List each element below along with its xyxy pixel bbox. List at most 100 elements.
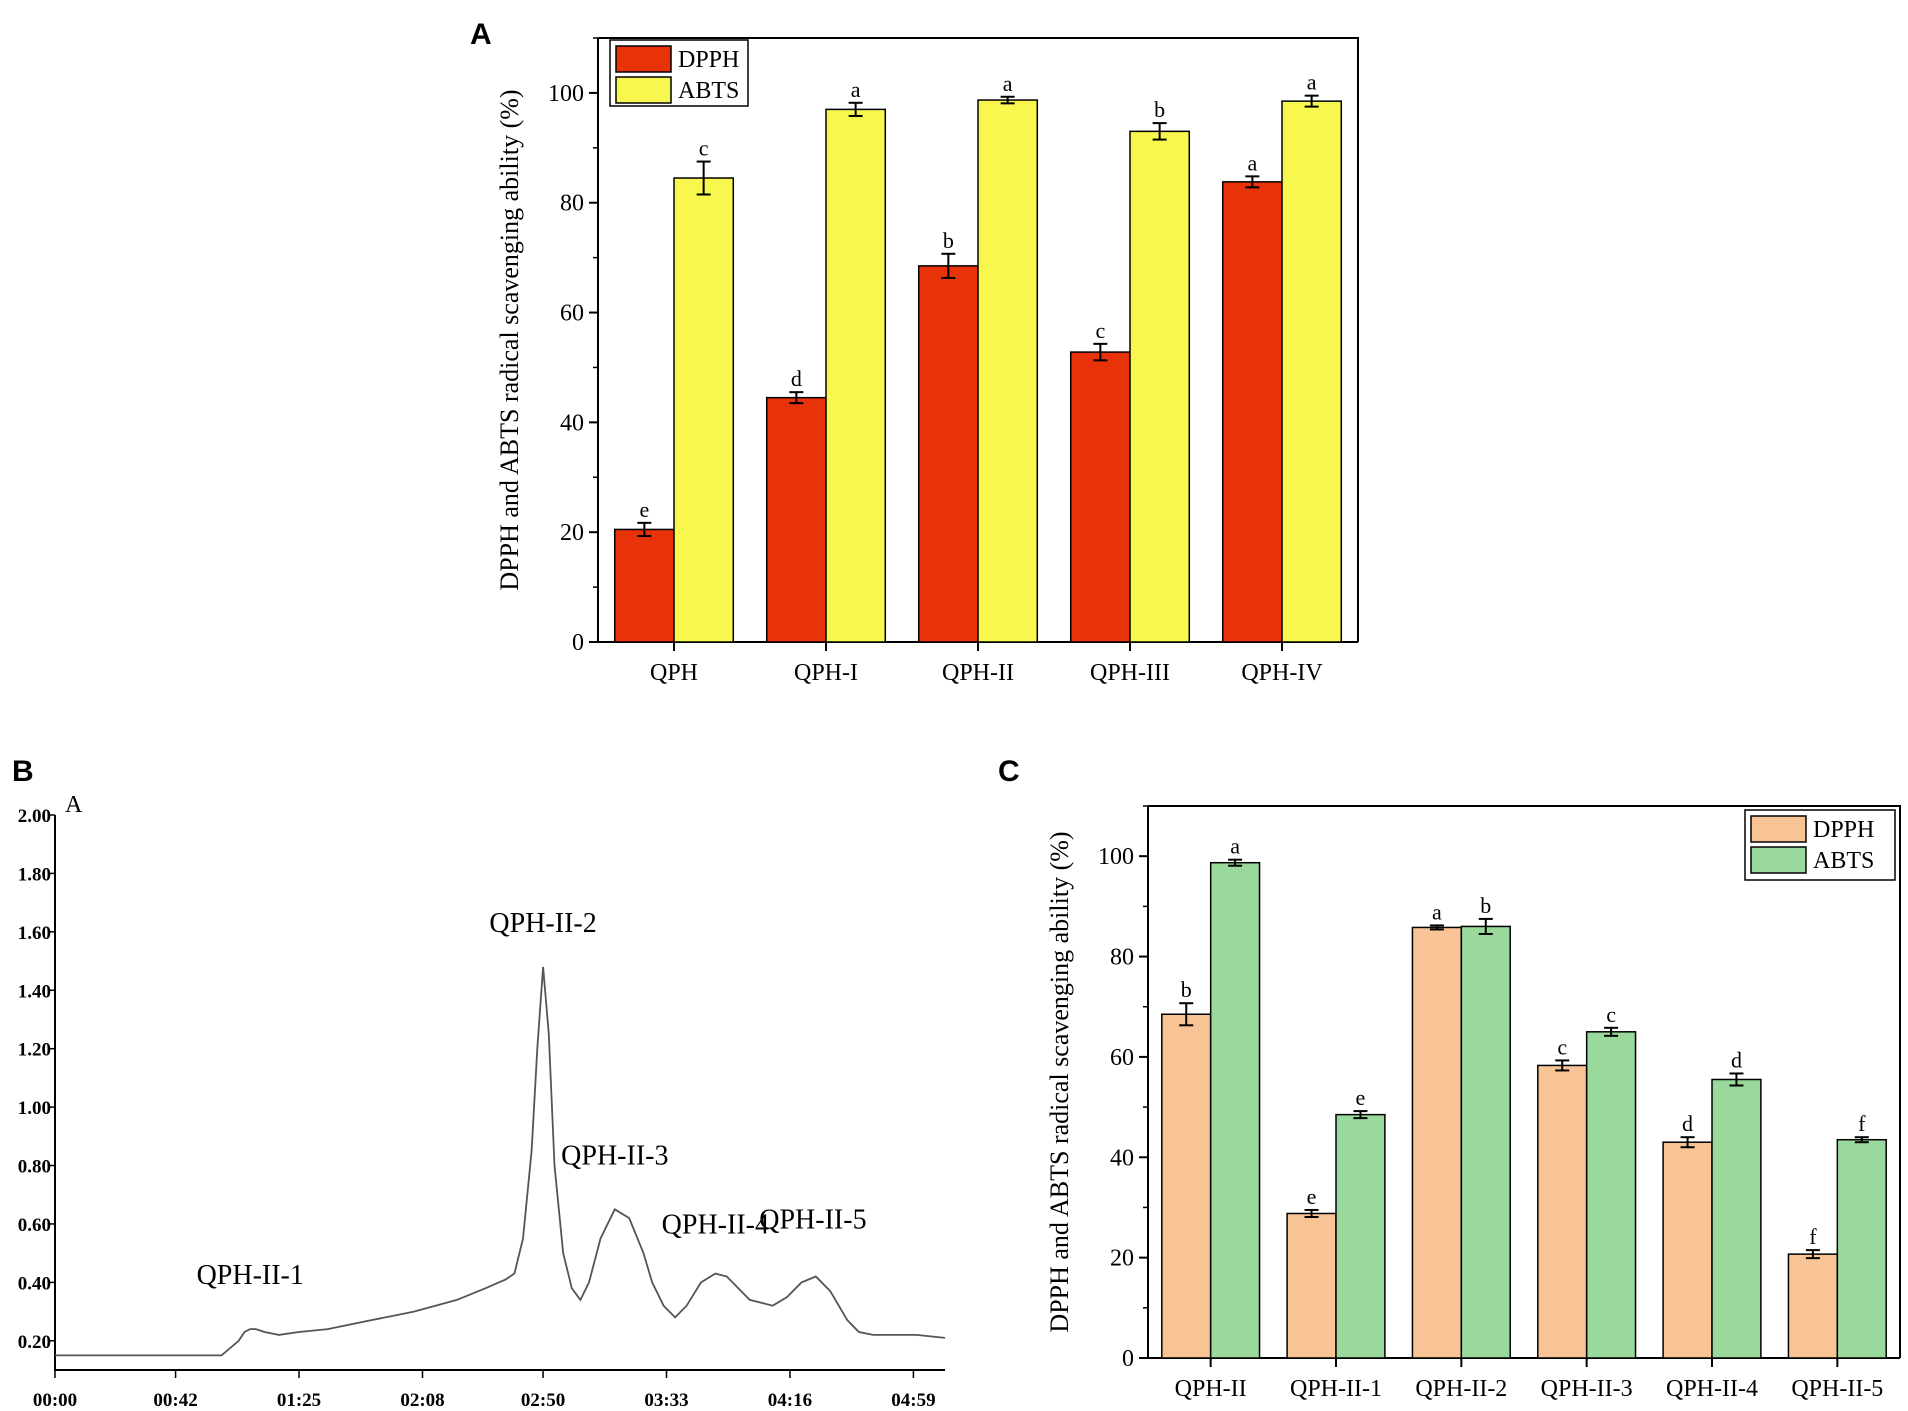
y-tick-label: 60 xyxy=(1110,1045,1134,1071)
legend-swatch-dpph xyxy=(615,45,672,73)
significance-letter: b xyxy=(1181,977,1192,1002)
legend-label-abts: ABTS xyxy=(1813,848,1874,874)
x-tick-label: QPH-II-2 xyxy=(1415,1376,1507,1402)
significance-letter: a xyxy=(851,77,861,102)
x-tick-label: QPH-II-1 xyxy=(1290,1376,1382,1402)
y-tick-label: 100 xyxy=(1098,844,1134,870)
bar-abts xyxy=(1836,1138,1887,1359)
bar-dpph xyxy=(917,265,979,643)
bar-dpph xyxy=(1221,181,1283,643)
x-tick-label: 03:33 xyxy=(644,1390,688,1411)
legend-label-dpph: DPPH xyxy=(1813,817,1874,843)
bar-dpph xyxy=(1286,1212,1337,1359)
y-tick-label: 20 xyxy=(560,520,584,546)
significance-letter: c xyxy=(1606,1002,1616,1027)
panel-a-bar-chart: 0 20 40 60 80 100 DPPH and ABTS radical scaven… xyxy=(495,37,1359,686)
panel-letter-a: A xyxy=(470,18,492,51)
bar-dpph xyxy=(765,396,827,643)
peak-label: QPH-II-5 xyxy=(759,1205,866,1236)
significance-letter: d xyxy=(1731,1047,1742,1072)
bar-abts xyxy=(1281,100,1343,643)
x-tick-label: QPH-II xyxy=(942,660,1014,686)
legend-label-dpph: DPPH xyxy=(678,47,739,73)
x-tick-label: QPH-III xyxy=(1090,660,1170,686)
legend-swatch-abts xyxy=(1750,846,1807,874)
significance-letter: e xyxy=(1307,1184,1317,1209)
significance-letter: d xyxy=(791,366,802,391)
x-tick-label: 00:00 xyxy=(33,1390,77,1411)
significance-letter: e xyxy=(639,497,649,522)
significance-letter: f xyxy=(1809,1224,1817,1249)
y-tick-label: 100 xyxy=(548,81,584,107)
bar-dpph xyxy=(1787,1253,1839,1359)
y-tick-label: 80 xyxy=(1110,945,1134,971)
x-tick-label: 02:50 xyxy=(521,1390,565,1411)
bar-dpph xyxy=(1069,351,1131,643)
bar-abts xyxy=(1711,1078,1762,1359)
bar-abts xyxy=(825,108,887,643)
x-tick-label: 04:59 xyxy=(891,1390,935,1411)
significance-letter: c xyxy=(1095,318,1105,343)
panel-letter-b: B xyxy=(12,755,34,788)
peak-label: QPH-II-2 xyxy=(489,908,596,939)
legend-swatch-dpph xyxy=(1750,815,1807,843)
significance-letter: b xyxy=(1154,97,1165,122)
significance-letter: a xyxy=(1307,70,1317,95)
bar-abts xyxy=(673,177,735,643)
x-tick-label: QPH-IV xyxy=(1241,660,1323,686)
y-tick-label: 2.00 xyxy=(18,806,51,827)
x-tick-label: 04:16 xyxy=(768,1390,812,1411)
x-tick-label: 00:42 xyxy=(153,1390,197,1411)
bar-abts xyxy=(1460,925,1511,1359)
bar-abts xyxy=(977,99,1039,643)
peak-label: QPH-II-4 xyxy=(662,1210,769,1241)
significance-letter: d xyxy=(1682,1111,1693,1136)
significance-letter: a xyxy=(1003,71,1013,96)
y-tick-label: 1.80 xyxy=(18,864,51,885)
peak-label: QPH-II-1 xyxy=(197,1260,304,1291)
x-tick-label: QPH-II-5 xyxy=(1791,1376,1883,1402)
y-tick-label: 80 xyxy=(560,191,584,217)
y-tick-label: 1.00 xyxy=(18,1098,51,1119)
y-axis-title: DPPH and ABTS radical scavenging ability… xyxy=(495,89,524,590)
x-tick-label: QPH-II-4 xyxy=(1666,1376,1758,1402)
bar-dpph xyxy=(1411,926,1463,1359)
panel-c-bar-chart: 0 20 40 60 80 100 DPPH and ABTS radical scaven… xyxy=(1045,805,1901,1402)
y-tick-label: 0.20 xyxy=(18,1332,51,1353)
significance-letter: e xyxy=(1356,1085,1366,1110)
significance-letter: f xyxy=(1858,1111,1866,1136)
y-tick-label: 1.40 xyxy=(18,981,51,1002)
y-tick-label: 20 xyxy=(1110,1246,1134,1272)
significance-letter: a xyxy=(1247,150,1257,175)
significance-letter: b xyxy=(943,228,954,253)
bar-abts xyxy=(1209,861,1261,1359)
bar-abts xyxy=(1129,130,1191,643)
legend-label-abts: ABTS xyxy=(678,78,739,104)
bar-abts xyxy=(1335,1113,1386,1359)
y-tick-label: 1.20 xyxy=(18,1040,51,1061)
y-tick-label: 0.80 xyxy=(18,1157,51,1178)
significance-letter: c xyxy=(699,136,709,161)
panel-letter-c: C xyxy=(998,755,1020,788)
x-tick-label: 02:08 xyxy=(400,1390,444,1411)
significance-letter: c xyxy=(1557,1034,1567,1059)
x-tick-label: QPH xyxy=(650,660,698,686)
bar-dpph xyxy=(613,528,675,643)
x-tick-label: QPH-II xyxy=(1175,1376,1247,1402)
bar-dpph xyxy=(1537,1064,1588,1359)
axis-frame xyxy=(54,815,945,1371)
x-tick-label: QPH-II-3 xyxy=(1541,1376,1633,1402)
panel-b-chromatogram: 0.20 0.40 0.60 0.80 1.00 1.20 1.40 1.60 1.80 2.00… xyxy=(18,792,946,1411)
y-tick-label: 0 xyxy=(572,630,584,656)
y-tick-label: 40 xyxy=(1110,1145,1134,1171)
axis-frame-top-right xyxy=(1148,805,1901,1358)
y-axis-title: A xyxy=(65,792,83,818)
axis-frame xyxy=(1147,806,1900,1359)
bar-dpph xyxy=(1662,1141,1713,1359)
legend-swatch-abts xyxy=(615,76,672,104)
y-tick-label: 0 xyxy=(1122,1346,1134,1372)
x-tick-label: 01:25 xyxy=(277,1390,321,1411)
chromatogram-trace xyxy=(55,966,946,1357)
significance-letter: a xyxy=(1230,834,1240,859)
y-tick-label: 60 xyxy=(560,301,584,327)
